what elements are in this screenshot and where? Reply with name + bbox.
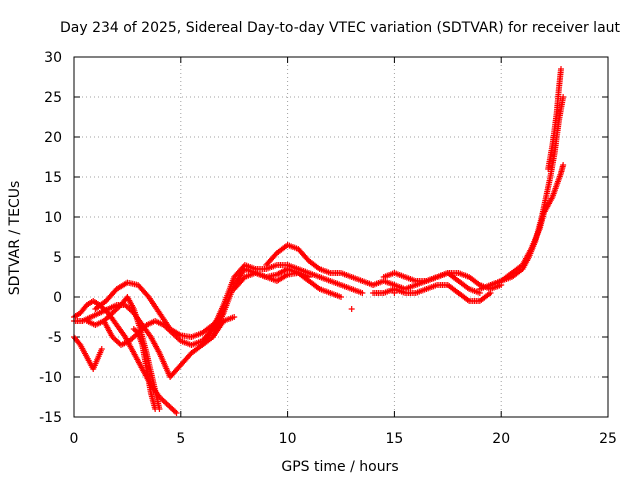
data-point-marker bbox=[348, 306, 355, 312]
x-tick-label: 5 bbox=[176, 431, 185, 447]
data-point-marker bbox=[305, 274, 312, 280]
data-point-marker bbox=[560, 162, 567, 168]
data-point-marker bbox=[338, 294, 344, 300]
y-tick-label: 0 bbox=[53, 290, 62, 306]
data-point-marker bbox=[152, 406, 159, 412]
data-points bbox=[71, 66, 567, 416]
y-tick-label: -15 bbox=[39, 410, 62, 426]
y-axis-label: SDTVAR / TECUs bbox=[7, 181, 23, 296]
x-tick-label: 25 bbox=[599, 431, 617, 447]
y-tick-label: -5 bbox=[48, 330, 62, 346]
plot-area-border bbox=[73, 56, 609, 418]
x-tick-label: 15 bbox=[385, 431, 403, 447]
y-tick-label: 20 bbox=[44, 130, 62, 146]
y-tick-label: 10 bbox=[44, 210, 62, 226]
y-tick-label: 30 bbox=[44, 50, 62, 66]
y-axis-ticks: -15 -10 -5 0 5 10 15 20 25 30 bbox=[39, 50, 62, 426]
y-tick-label: 5 bbox=[53, 250, 62, 266]
x-axis-ticks: 0 5 10 15 20 25 bbox=[70, 431, 617, 447]
data-point-marker bbox=[76, 340, 83, 347]
x-axis-label: GPS time / hours bbox=[281, 459, 398, 475]
data-point-marker bbox=[391, 290, 398, 296]
data-point-marker bbox=[359, 290, 366, 296]
x-tick-label: 10 bbox=[279, 431, 297, 447]
y-tick-label: 25 bbox=[44, 90, 62, 106]
data-point-marker bbox=[558, 66, 565, 72]
y-tick-label: -10 bbox=[39, 370, 62, 386]
x-tick-label: 20 bbox=[492, 431, 510, 447]
y-tick-label: 15 bbox=[44, 170, 62, 186]
data-point-marker bbox=[231, 314, 238, 320]
data-point-marker bbox=[98, 346, 105, 352]
x-tick-label: 0 bbox=[70, 431, 79, 447]
gridlines bbox=[73, 56, 609, 418]
data-point-marker bbox=[560, 94, 567, 100]
chart-title: Day 234 of 2025, Sidereal Day-to-day VTE… bbox=[60, 20, 621, 36]
data-point-marker bbox=[173, 410, 180, 416]
data-point-marker bbox=[487, 290, 494, 296]
